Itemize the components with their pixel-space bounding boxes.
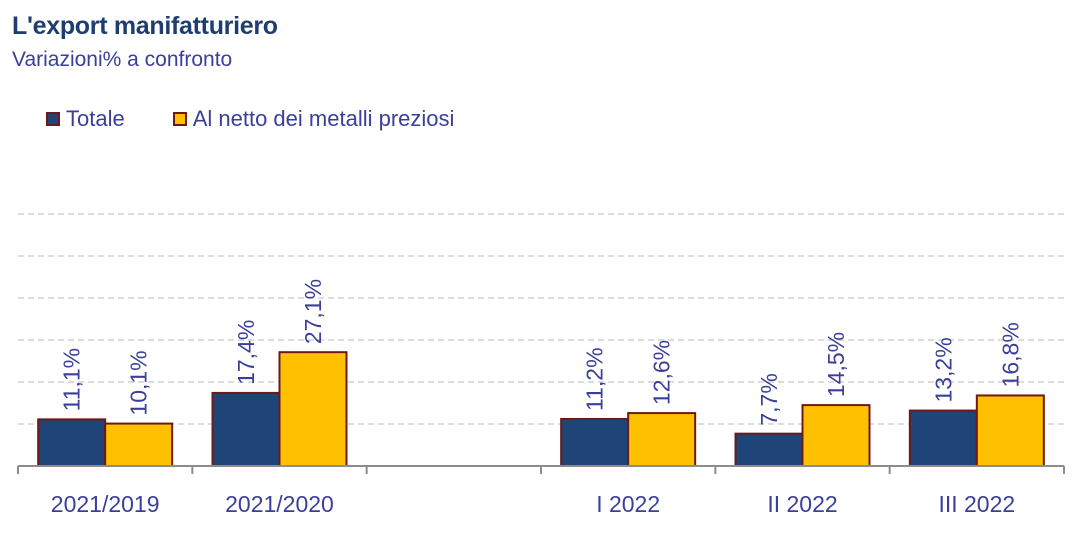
gridlines <box>18 213 1064 425</box>
legend: Totale Al netto dei metalli preziosi <box>46 106 502 132</box>
data-label: 11,1% <box>59 348 85 412</box>
legend-swatch-totale <box>46 112 60 126</box>
legend-item-netto: Al netto dei metalli preziosi <box>172 106 455 132</box>
data-labels: 11,1% 10,1% 17,4% 27,1% 11,2% 12,6% 7,7% 14,5% 1… <box>59 279 1024 426</box>
x-axis <box>17 465 1065 474</box>
bar-totale <box>560 417 630 467</box>
chart-subtitle: Variazioni% a confronto <box>12 48 233 71</box>
data-label: 27,1% <box>300 279 326 344</box>
category-label: III 2022 <box>938 491 1015 517</box>
bar-netto <box>801 404 871 468</box>
bar-netto <box>278 351 348 467</box>
data-label: 13,2% <box>930 337 956 402</box>
data-label: 16,8% <box>997 322 1023 387</box>
bar-totale <box>211 391 281 468</box>
bar-totale <box>37 418 107 468</box>
bar-totale <box>734 432 804 468</box>
data-label: 11,2% <box>582 347 608 411</box>
category-label: II 2022 <box>767 491 837 517</box>
data-label: 12,6% <box>649 340 675 405</box>
category-labels: 2021/2019 2021/2020 I 2022 II 2022 III 2022 <box>51 491 1015 517</box>
bars <box>37 351 1045 468</box>
bar-totale <box>908 409 978 467</box>
legend-swatch-netto <box>172 112 187 126</box>
category-label: 2021/2020 <box>225 491 334 517</box>
legend-label-totale: Totale <box>66 106 125 131</box>
category-label: I 2022 <box>596 491 660 517</box>
bar-netto <box>627 412 697 467</box>
bar-netto <box>975 394 1045 467</box>
data-label: 10,1% <box>126 350 152 415</box>
bar-netto <box>104 422 174 467</box>
category-label: 2021/2019 <box>51 491 160 517</box>
data-label: 17,4% <box>233 320 259 385</box>
data-label: 14,5% <box>823 332 849 397</box>
chart-title: L'export manifatturiero <box>12 12 278 40</box>
legend-label-netto: Al netto dei metalli preziosi <box>192 106 455 131</box>
data-label: 7,7% <box>756 373 782 425</box>
legend-item-totale: Totale <box>46 106 125 132</box>
